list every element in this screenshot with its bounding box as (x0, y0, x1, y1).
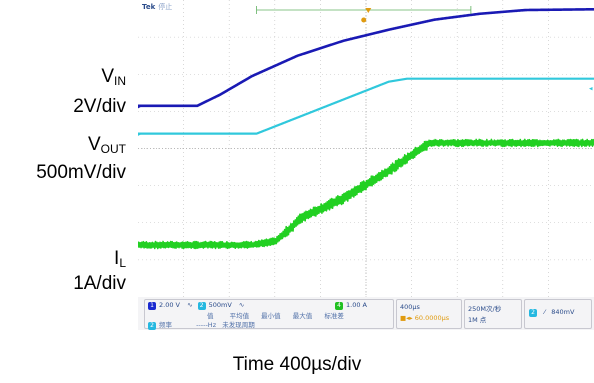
ch4-badge[interactable]: 4 (335, 302, 343, 310)
status-bar: 1 2.00 V ∿ 2 500mV ∿ 4 1.00 A 值 平均值 最小值 最大值… (138, 297, 594, 330)
trace-vout (138, 77, 594, 135)
meas-max-header: 最大值 (292, 312, 313, 320)
ground-marker-il: ▸ (138, 242, 141, 250)
acquisition-box[interactable]: 250M次/秒 1M 点 (464, 299, 522, 329)
scope-header: Tek 停止 (142, 2, 172, 12)
horizontal-box[interactable]: 400µs ■◂▸ 60.0000µs (396, 299, 462, 329)
ch2-badge[interactable]: 2 (197, 302, 206, 310)
meas-value-header: 值 (207, 312, 214, 320)
record-length: 1M 点 (468, 316, 487, 324)
oscilloscope-screen: ▸ ▸ ▸ ◂ Tek 停止 1 2.00 V ∿ 2 500mV ∿ 4 1.00 A 值… (138, 0, 594, 330)
il-label-sub: L (119, 256, 126, 270)
meas-min-header: 最小值 (261, 312, 281, 320)
trigger-point-icon (361, 17, 367, 23)
graticule (138, 0, 594, 297)
ch4-scale: 1.00 A (346, 301, 367, 309)
horizontal-position: 60.0000µs (414, 314, 450, 322)
markers: ◂ (256, 6, 593, 93)
meas-name: 频率 (159, 321, 172, 329)
trace-il (138, 138, 594, 250)
vin-label: VIN (101, 66, 126, 92)
ch2-scale: 500mV (208, 301, 232, 309)
meas-note: 未发现周期 (222, 321, 255, 329)
brand-logo: Tek (142, 3, 156, 11)
meas-std-header: 标准差 (324, 312, 344, 320)
time-axis-label: Time 400µs/div (232, 354, 362, 375)
trigger-position-marker (365, 8, 372, 13)
trigger-level: 840mV (551, 308, 575, 316)
vin-scale-label: 2V/div (73, 96, 126, 117)
vout-label-sub: OUT (100, 142, 126, 156)
trigger-level-marker: ◂ (589, 85, 593, 93)
ground-marker-vin: ▸ (138, 103, 141, 111)
vout-label-main: V (87, 134, 101, 155)
sample-rate: 250M次/秒 (468, 305, 502, 313)
il-scale-label: 1A/div (73, 273, 126, 294)
ch2-bw-icon: ∿ (238, 301, 245, 309)
traces: ▸ ▸ ▸ (138, 7, 594, 250)
meas-value: -----Hz (196, 321, 217, 329)
meas-ch-badge[interactable]: 2 (148, 322, 156, 330)
horizontal-scale: 400µs (400, 303, 420, 311)
ch1-bw-icon: ∿ (187, 301, 193, 309)
vin-label-main: V (101, 66, 114, 87)
ch1-badge[interactable]: 1 (148, 302, 156, 310)
il-label-main: I (114, 248, 120, 269)
acquisition-state: 停止 (158, 3, 173, 11)
vout-scale-label: 500mV/div (36, 162, 126, 183)
ground-marker-vout: ▸ (138, 131, 141, 139)
waveform-display: ▸ ▸ ▸ ◂ (138, 0, 594, 297)
trigger-ch-badge: 2 (529, 309, 537, 317)
trigger-box[interactable]: 2 ⁄ 840mV (524, 299, 592, 329)
trigger-slope-icon: ⁄ (544, 308, 546, 316)
trace-vin (138, 7, 594, 108)
channel-settings-box: 1 2.00 V ∿ 2 500mV ∿ 4 1.00 A 值 平均值 最小值 最大值… (144, 299, 394, 330)
vin-label-sub: IN (114, 74, 126, 88)
il-label: IL (114, 248, 126, 274)
meas-mean-header: 平均值 (229, 312, 250, 320)
horizontal-position-icon: ■◂▸ (400, 314, 413, 322)
vout-label: VOUT (88, 134, 126, 160)
ch1-scale: 2.00 V (159, 301, 180, 309)
